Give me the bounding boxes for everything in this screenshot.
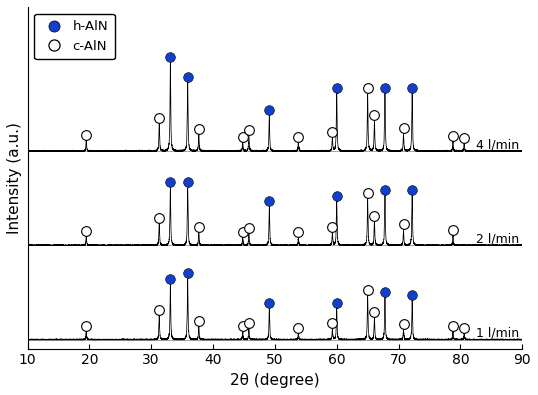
Y-axis label: Intensity (a.u.): Intensity (a.u.) [7,122,22,234]
Text: 1 l/min: 1 l/min [476,327,519,340]
Legend: h-AlN, c-AlN: h-AlN, c-AlN [34,13,115,59]
X-axis label: 2θ (degree): 2θ (degree) [230,373,320,388]
Text: 2 l/min: 2 l/min [476,232,519,245]
Text: 4 l/min: 4 l/min [476,138,519,151]
